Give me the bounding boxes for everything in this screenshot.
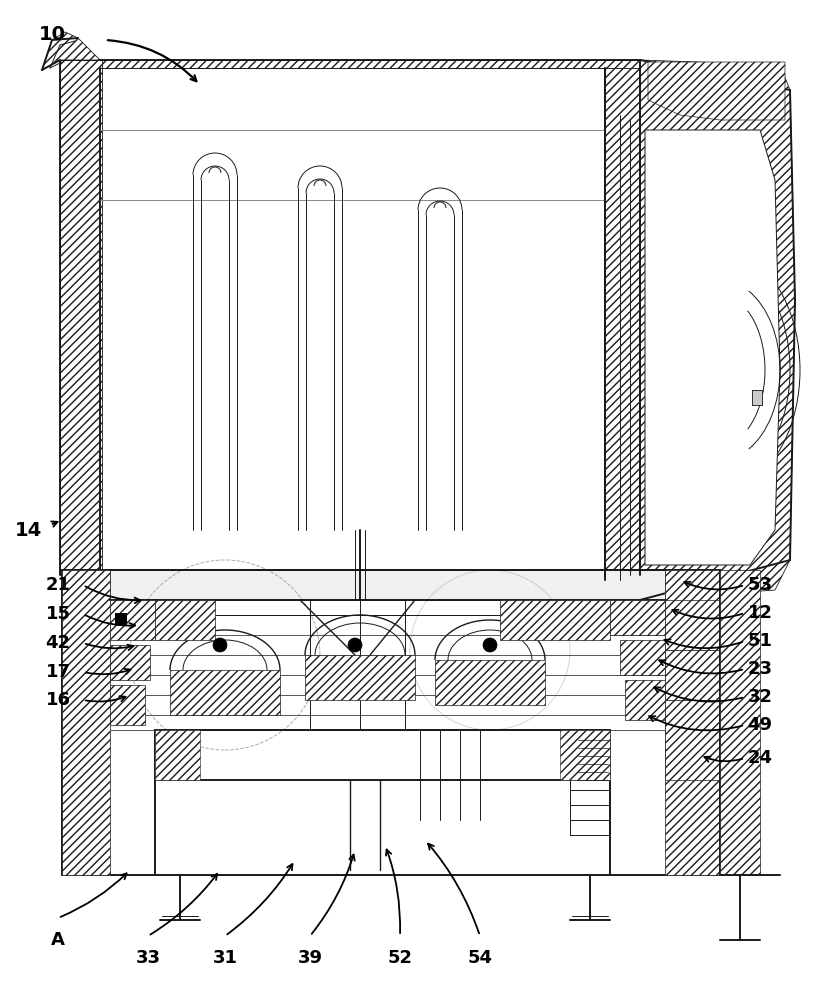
Polygon shape <box>110 570 665 600</box>
Polygon shape <box>640 60 795 600</box>
Text: 49: 49 <box>748 716 773 734</box>
Polygon shape <box>625 680 665 720</box>
Text: 31: 31 <box>212 949 238 967</box>
Polygon shape <box>648 62 785 120</box>
Bar <box>115 613 127 625</box>
Polygon shape <box>110 685 145 725</box>
Text: 54: 54 <box>467 949 493 967</box>
Text: 16: 16 <box>46 691 70 709</box>
Polygon shape <box>645 130 780 565</box>
Text: 12: 12 <box>748 604 773 622</box>
Text: 53: 53 <box>748 576 773 594</box>
Text: A: A <box>51 931 65 949</box>
Polygon shape <box>605 68 640 575</box>
Polygon shape <box>500 600 610 640</box>
Text: 32: 32 <box>748 688 773 706</box>
Polygon shape <box>665 600 720 650</box>
Polygon shape <box>720 570 760 875</box>
Circle shape <box>348 638 362 652</box>
Circle shape <box>213 638 227 652</box>
Text: 10: 10 <box>38 25 65 44</box>
Text: 17: 17 <box>46 663 70 681</box>
Polygon shape <box>42 32 100 70</box>
Polygon shape <box>665 570 720 875</box>
Circle shape <box>483 638 497 652</box>
Polygon shape <box>620 640 665 675</box>
Polygon shape <box>62 570 110 875</box>
Text: 52: 52 <box>387 949 413 967</box>
Polygon shape <box>665 650 720 700</box>
Polygon shape <box>610 600 665 635</box>
Polygon shape <box>170 670 280 715</box>
Polygon shape <box>752 390 762 405</box>
Text: 33: 33 <box>136 949 160 967</box>
Text: 39: 39 <box>297 949 323 967</box>
Polygon shape <box>60 60 102 575</box>
Polygon shape <box>435 660 545 705</box>
Text: 51: 51 <box>748 632 773 650</box>
Polygon shape <box>155 730 200 780</box>
Text: 14: 14 <box>15 520 42 540</box>
Text: 24: 24 <box>748 749 773 767</box>
Polygon shape <box>110 645 150 680</box>
Polygon shape <box>305 655 415 700</box>
Polygon shape <box>560 730 610 780</box>
Polygon shape <box>155 600 215 640</box>
Polygon shape <box>102 60 640 68</box>
Text: 15: 15 <box>46 605 70 623</box>
Polygon shape <box>665 700 720 780</box>
Polygon shape <box>110 600 155 640</box>
Text: 23: 23 <box>748 660 773 678</box>
Text: 42: 42 <box>46 634 70 652</box>
Text: 21: 21 <box>46 576 70 594</box>
